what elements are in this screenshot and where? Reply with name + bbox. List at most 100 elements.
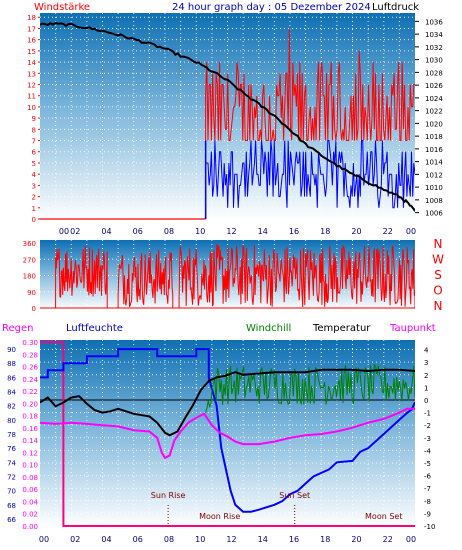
sun-rise-label: Sun Rise	[151, 491, 186, 500]
rain-tick-label: 0.20	[22, 400, 38, 408]
temperature-tick-label: -5	[424, 460, 431, 468]
label-taupunkt: Taupunkt	[389, 323, 436, 334]
x-tick-label: 04	[101, 535, 111, 544]
x-axis-top: 00 02 04 06 08 10 12 14 16 18 20 22 00	[59, 227, 416, 236]
pressure-tick-label: 1034	[425, 31, 443, 39]
rain-tick-label: 0.06	[22, 486, 38, 494]
wind-tick-label: 0	[32, 216, 36, 224]
pressure-tick-label: 1028	[425, 69, 443, 77]
wind-tick-label: 8	[32, 126, 36, 134]
x-tick-label: 02	[70, 535, 80, 544]
x-tick-label: 10	[195, 227, 205, 236]
temperature-tick-label: 0	[424, 397, 428, 405]
x-tick-label: 12	[226, 227, 236, 236]
temperature-tick-label: 3	[424, 359, 428, 367]
rain-tick-label: 0.24	[22, 376, 38, 384]
humidity-tick-label: 90	[7, 346, 16, 354]
label-temperatur: Temperatur	[312, 323, 371, 334]
direction-tick-label: 360	[23, 240, 36, 248]
wind-tick-label: 7	[32, 138, 36, 146]
wind-direction-series	[55, 244, 415, 308]
compass-label: O	[433, 284, 442, 298]
temperature-tick-label: -1	[424, 410, 431, 418]
humidity-tick-label: 72	[7, 473, 16, 481]
moon-rise-label: Moon Rise	[199, 512, 240, 521]
humidity-tick-label: 78	[7, 431, 16, 439]
windchill-series	[205, 363, 415, 413]
pressure-tick-label: 1032	[425, 44, 443, 52]
sun-set-label: Sun Set	[279, 491, 310, 500]
pressure-tick-label: 1014	[425, 159, 443, 167]
wind-tick-label: 2	[32, 194, 36, 202]
wind-tick-label: 4	[32, 171, 37, 179]
x-tick-label: 16	[289, 535, 299, 544]
rain-tick-label: 0.26	[22, 364, 38, 372]
wind-tick-label: 5	[32, 160, 36, 168]
compass-label: S	[434, 268, 442, 282]
pressure-tick-label: 1012	[425, 171, 443, 179]
header-windstaerke: Windstärke	[34, 2, 90, 13]
x-axis-bottom: 00 02 04 06 08 10 12 14 16 18 20 22 00	[39, 535, 416, 544]
label-regen: Regen	[2, 323, 34, 334]
wind-tick-label: 15	[27, 48, 36, 56]
humidity-axis: 66 68 70 72 74 76 78 80 82 84 86 88 90	[7, 346, 16, 524]
humidity-series	[40, 348, 415, 513]
pressure-tick-label: 1022	[425, 108, 443, 116]
humidity-tick-label: 88	[7, 360, 16, 368]
x-tick-label: 00	[39, 535, 49, 544]
direction-tick-label: 0	[32, 305, 36, 313]
direction-left-axis: 0 90 180 270 360	[23, 240, 36, 313]
rain-tick-label: 0.10	[22, 462, 38, 470]
x-tick-label: 06	[133, 227, 143, 236]
temperature-tick-label: 2	[424, 372, 428, 380]
rain-tick-label: 0.30	[22, 339, 38, 347]
moon-set-label: Moon Set	[365, 512, 402, 521]
pressure-tick-label: 1006	[425, 210, 443, 218]
rain-tick-label: 0.22	[22, 388, 38, 396]
pressure-tick-label: 1024	[425, 95, 443, 103]
x-tick-label: 08	[164, 535, 174, 544]
x-tick-label: 20	[351, 227, 361, 236]
wind-direction-series	[40, 244, 415, 309]
rain-tick-label: 0.08	[22, 474, 38, 482]
temperature-tick-label: -10	[424, 523, 435, 531]
temperature-tick-label: -3	[424, 435, 431, 443]
humidity-tick-label: 76	[7, 445, 16, 453]
humidity-tick-label: 70	[7, 488, 16, 496]
wind-speed-series	[205, 140, 415, 220]
rain-axis: 0.00 0.02 0.04 0.06 0.08 0.10 0.12 0.14 0.16 0.18…	[22, 339, 38, 531]
wind-tick-label: 6	[32, 149, 37, 157]
rain-tick-label: 0.12	[22, 449, 38, 457]
x-tick-label: 04	[101, 227, 111, 236]
rain-tick-label: 0.18	[22, 413, 38, 421]
wind-tick-label: 18	[27, 14, 36, 22]
temperature-tick-label: -8	[424, 498, 431, 506]
x-tick-label: 18	[320, 535, 330, 544]
wind-tick-label: 10	[27, 104, 36, 112]
wind-tick-label: 1	[32, 205, 36, 213]
label-windchill: Windchill	[246, 323, 291, 334]
dewpoint-series	[40, 407, 415, 460]
pressure-right-axis: 1006 1008 1010 1012 1014 1016 1018 1020 1022 1024…	[415, 18, 443, 218]
x-tick-label: 16	[289, 227, 299, 236]
x-tick-label: 00	[59, 227, 69, 236]
temperature-tick-label: -7	[424, 485, 431, 493]
humidity-tick-label: 82	[7, 403, 16, 411]
x-tick-label: 10	[195, 535, 205, 544]
header-luftdruck: Luftdruck	[372, 2, 419, 13]
wind-tick-label: 3	[32, 182, 36, 190]
rain-tick-label: 0.14	[22, 437, 38, 445]
x-tick-label: 22	[383, 535, 393, 544]
wind-tick-label: 13	[27, 70, 36, 78]
compass-label: N	[434, 299, 443, 313]
pressure-tick-label: 1008	[425, 197, 443, 205]
temperature-tick-label: -6	[424, 473, 432, 481]
x-tick-label: 22	[383, 227, 393, 236]
rain-tick-label: 0.00	[22, 523, 38, 531]
wind-tick-label: 9	[32, 115, 36, 123]
compass-label: W	[432, 253, 444, 267]
temperature-tick-label: 4	[424, 347, 429, 355]
wind-tick-label: 12	[27, 81, 36, 89]
x-tick-label: 18	[320, 227, 330, 236]
